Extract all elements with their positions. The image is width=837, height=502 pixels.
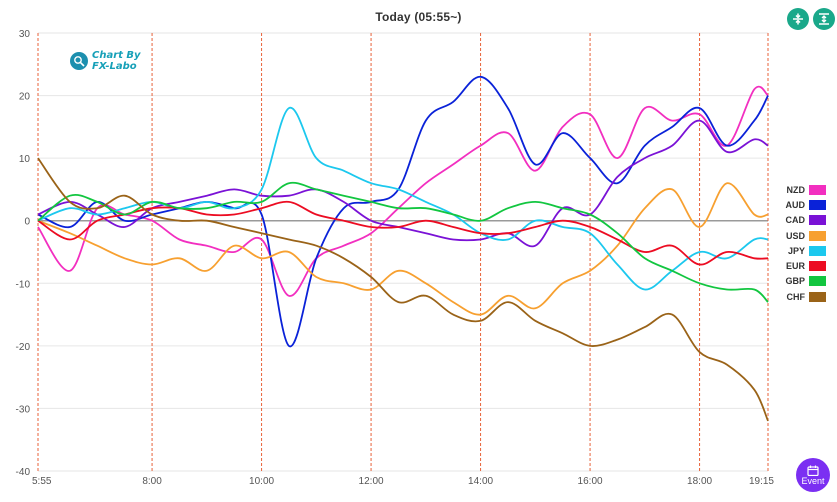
legend-label: NZD bbox=[786, 184, 806, 195]
legend-item-cad[interactable]: CAD bbox=[780, 213, 826, 228]
legend-swatch bbox=[809, 291, 826, 302]
legend-swatch bbox=[809, 199, 826, 210]
x-tick-label: 18:00 bbox=[687, 476, 712, 487]
x-tick-label: 8:00 bbox=[142, 476, 162, 487]
series-line-gbp bbox=[37, 181, 769, 303]
legend-label: USD bbox=[785, 230, 805, 241]
expand-icon bbox=[793, 13, 803, 25]
legend-item-usd[interactable]: USD bbox=[780, 228, 826, 243]
y-tick-label: -10 bbox=[16, 279, 31, 290]
y-tick-label: 20 bbox=[19, 92, 31, 103]
legend-item-gbp[interactable]: GBP bbox=[780, 274, 826, 289]
y-tick-label: -20 bbox=[16, 342, 31, 353]
legend-swatch bbox=[809, 230, 826, 241]
legend-item-jpy[interactable]: JPY bbox=[780, 243, 826, 258]
series-line-eur bbox=[37, 200, 769, 266]
legend-label: GBP bbox=[785, 276, 805, 287]
chart-title: Today (05:55~) bbox=[375, 10, 462, 24]
calendar-icon bbox=[807, 465, 819, 476]
series-line-cad bbox=[37, 119, 769, 248]
logo-line-1: Chart By bbox=[92, 50, 141, 61]
fit-icon bbox=[819, 13, 829, 25]
x-tick-label: 5:55 bbox=[32, 476, 52, 487]
session-marker-layer bbox=[37, 33, 769, 471]
fit-chart-button[interactable] bbox=[813, 8, 835, 30]
legend-label: AUD bbox=[785, 199, 806, 210]
event-label: Event bbox=[801, 475, 825, 486]
magnifier-icon bbox=[70, 52, 88, 70]
grid-layer bbox=[38, 32, 768, 472]
logo-line-2: FX-Labo bbox=[92, 61, 137, 72]
legend-label: EUR bbox=[785, 261, 805, 272]
legend-item-chf[interactable]: CHF bbox=[780, 289, 826, 304]
legend-item-aud[interactable]: AUD bbox=[780, 197, 826, 212]
y-tick-label: 30 bbox=[19, 29, 31, 40]
y-tick-label: 10 bbox=[19, 154, 31, 165]
x-tick-label: 14:00 bbox=[468, 476, 493, 487]
series-line-chf bbox=[37, 157, 769, 422]
x-tick-label: 16:00 bbox=[578, 476, 603, 487]
series-line-usd bbox=[37, 182, 769, 316]
legend: NZD AUD CAD USD JPY EUR GBP CHF bbox=[780, 182, 826, 304]
event-button[interactable]: Event bbox=[796, 458, 830, 492]
expand-chart-button[interactable] bbox=[787, 8, 809, 30]
axis-layer: 30 20 10 0 -10 -20 -30 -405:55 8:00 10:00 12:00 14:… bbox=[16, 29, 775, 487]
y-tick-label: -30 bbox=[16, 404, 31, 415]
legend-swatch bbox=[809, 261, 826, 272]
legend-label: CAD bbox=[785, 215, 806, 226]
legend-item-nzd[interactable]: NZD bbox=[780, 182, 826, 197]
series-line-aud bbox=[37, 75, 769, 347]
legend-item-eur[interactable]: EUR bbox=[780, 258, 826, 273]
legend-swatch bbox=[809, 245, 826, 256]
series-layer bbox=[37, 75, 769, 422]
y-tick-label: -40 bbox=[16, 467, 31, 478]
y-tick-label: 0 bbox=[24, 217, 30, 228]
legend-label: CHF bbox=[786, 291, 806, 302]
x-tick-label: 19:15 bbox=[749, 476, 774, 487]
legend-swatch bbox=[809, 215, 826, 226]
legend-label: JPY bbox=[787, 245, 805, 256]
chart-logo: Chart By FX-Labo bbox=[70, 50, 141, 72]
legend-swatch bbox=[809, 276, 826, 287]
x-tick-label: 10:00 bbox=[249, 476, 274, 487]
legend-swatch bbox=[809, 184, 826, 195]
x-tick-label: 12:00 bbox=[359, 476, 384, 487]
